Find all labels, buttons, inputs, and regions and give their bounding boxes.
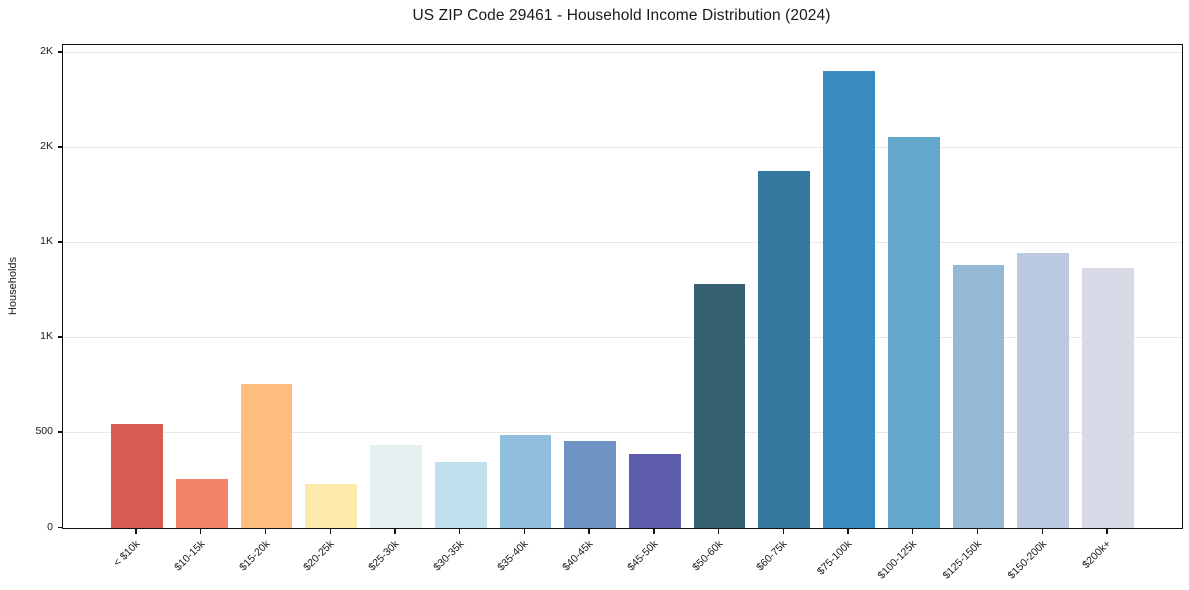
bar-25-30k	[370, 445, 422, 528]
bar-15-20k	[240, 383, 293, 528]
y-tick-label: 1K	[40, 330, 53, 343]
x-tick-label: $125-150k	[940, 538, 985, 582]
x-tick-label: $45-50k	[625, 538, 661, 574]
x-tick-label: $30-35k	[430, 538, 467, 574]
bar-100-125k	[887, 136, 940, 528]
x-tick-label: $50-60k	[689, 538, 726, 574]
x-tick-mark	[200, 528, 202, 534]
bar-125-150k	[952, 264, 1005, 528]
x-tick-label: $150-200k	[1005, 538, 1049, 582]
x-tick-label: $25-30k	[366, 538, 402, 574]
y-tick-mark	[57, 241, 63, 243]
x-tick-label: < $10k	[111, 538, 143, 569]
bar-30-35k	[434, 462, 487, 528]
gridline-y-1000	[63, 337, 1182, 339]
y-tick-mark	[57, 51, 63, 53]
x-tick-label: $100-125k	[875, 538, 920, 582]
bar-35-40k	[499, 434, 552, 528]
bar-10k	[111, 424, 163, 528]
x-tick-mark	[912, 528, 914, 534]
x-tick-mark	[717, 528, 720, 534]
x-tick-mark	[458, 528, 461, 534]
x-tick-mark	[1106, 528, 1108, 534]
x-tick-mark	[1041, 528, 1043, 534]
bar-50-60k	[693, 283, 746, 528]
x-tick-label: $40-45k	[560, 538, 596, 574]
y-tick-mark	[57, 526, 63, 528]
x-tick-mark	[976, 528, 979, 534]
y-tick-label: 2K	[40, 45, 53, 58]
x-tick-mark	[523, 528, 526, 534]
x-tick-label: $35-40k	[495, 538, 531, 574]
bar-10-15k	[175, 478, 228, 528]
x-tick-mark	[588, 528, 590, 534]
bar-40-45k	[564, 440, 617, 528]
bar-150-200k	[1017, 253, 1070, 528]
x-tick-mark	[394, 528, 396, 534]
y-tick-mark	[57, 431, 63, 433]
y-tick-mark	[57, 146, 63, 148]
gridline-y-2500	[63, 52, 1182, 54]
gridline-y-1500	[63, 242, 1182, 244]
gridline-y-2000	[63, 147, 1182, 149]
plot-area	[62, 44, 1183, 529]
bar-20-25k	[305, 484, 358, 528]
x-tick-mark	[782, 528, 785, 534]
y-tick-label: 500	[35, 425, 53, 438]
y-tick-label: 1K	[40, 235, 53, 248]
x-tick-label: $10-15k	[171, 538, 208, 574]
x-tick-mark	[264, 528, 267, 534]
x-tick-mark	[135, 528, 137, 534]
bar-60-75k	[758, 170, 811, 528]
x-tick-label: $75-100k	[815, 538, 855, 578]
chart-title: US ZIP Code 29461 - Household Income Dis…	[412, 7, 831, 24]
x-tick-mark	[329, 528, 331, 534]
x-tick-label: $15-20k	[236, 538, 272, 574]
y-tick-label: 0	[47, 520, 53, 533]
bar-200k	[1082, 267, 1134, 528]
bar-75-100k	[823, 71, 875, 528]
y-tick-mark	[57, 336, 63, 338]
x-tick-mark	[653, 528, 655, 534]
bar-45-50k	[628, 453, 681, 528]
x-tick-label: $200k+	[1080, 538, 1114, 572]
x-tick-label: $60-75k	[754, 538, 790, 574]
x-tick-label: $20-25k	[301, 538, 337, 574]
y-tick-label: 2K	[40, 140, 53, 153]
x-tick-mark	[847, 528, 849, 534]
gridline-y-500	[63, 432, 1182, 434]
y-axis-title-text: Households	[7, 256, 19, 316]
